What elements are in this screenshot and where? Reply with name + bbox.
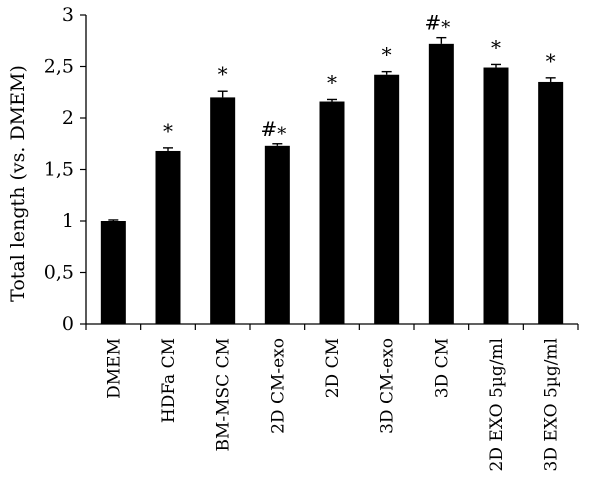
bar — [264, 145, 290, 324]
x-tick-label: 3D EXO 5µg/ml — [542, 338, 562, 471]
y-tick-label: 3 — [62, 4, 74, 26]
x-tick-label: 2D CM-exo — [268, 338, 288, 434]
y-tick-label: 2 — [62, 107, 74, 129]
annotation-label: * — [327, 70, 337, 94]
bar — [155, 150, 181, 324]
x-tick-label: 2D CM — [323, 338, 343, 398]
y-tick-label: 2,5 — [44, 56, 74, 78]
bar — [428, 43, 454, 325]
annotation-label: * — [491, 35, 501, 59]
y-tick-label: 1 — [62, 210, 74, 232]
x-tick-label: DMEM — [104, 338, 124, 399]
bar — [538, 81, 564, 324]
annotation-label: * — [382, 43, 392, 67]
annotation-label: * — [546, 49, 556, 73]
annotation-label: #* — [424, 11, 450, 39]
x-tick-label: 3D CM-exo — [378, 338, 398, 434]
y-tick-label: 0,5 — [44, 262, 74, 284]
labels-group: 0 0,5 1 1,5 2 2,5 3 DMEM * HDFa CM * BM-MSC CM #* 2D … — [44, 4, 562, 471]
bar — [210, 97, 236, 325]
bar — [100, 221, 126, 324]
bar — [319, 101, 345, 325]
annotation-label: * — [218, 62, 228, 86]
y-tick-label: 1,5 — [44, 159, 74, 181]
x-tick-label: 3D CM — [432, 338, 452, 398]
annotation-label: * — [163, 119, 173, 143]
bar — [374, 74, 400, 325]
x-tick-label: BM-MSC CM — [214, 338, 234, 452]
x-tick-label: HDFa CM — [159, 338, 179, 423]
y-tick-label: 0 — [62, 313, 74, 335]
y-axis-label: Total length (vs. DMEM) — [7, 65, 29, 302]
x-tick-label: 2D EXO 5µg/ml — [487, 338, 507, 471]
bars-group — [100, 36, 564, 325]
bar — [483, 67, 509, 324]
annotation-label: #* — [260, 117, 286, 145]
